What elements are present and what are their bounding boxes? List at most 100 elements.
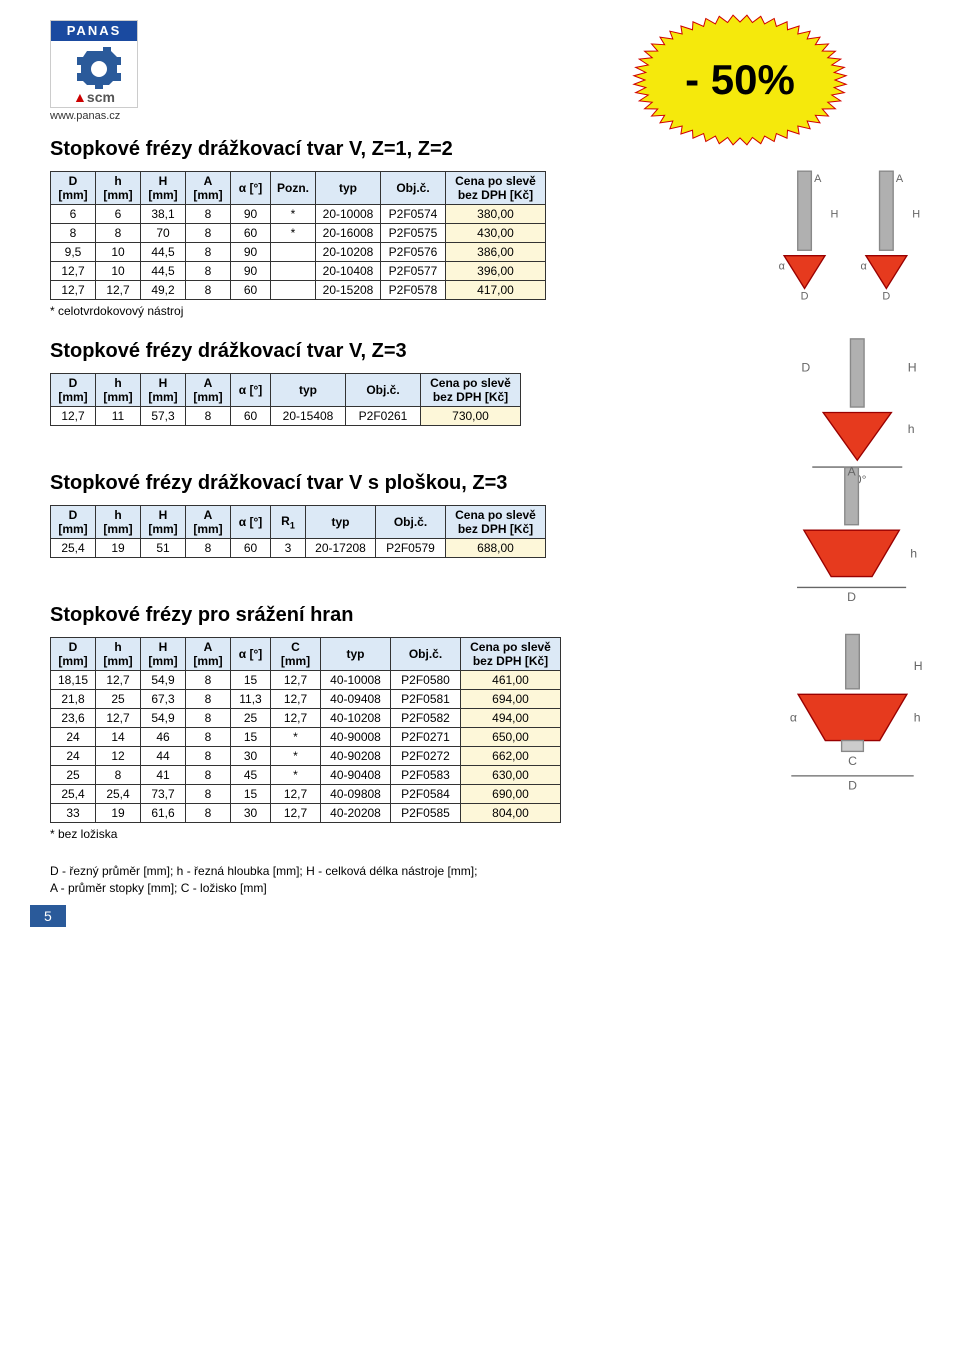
table-cell: 61,6 — [141, 804, 186, 823]
svg-text:α: α — [860, 260, 866, 272]
table-cell: 8 — [186, 728, 231, 747]
table-cell: 15 — [231, 671, 271, 690]
table-row: 9,51044,589020-10208P2F0576386,00 — [51, 243, 546, 262]
table-cell: 694,00 — [461, 690, 561, 709]
table-cell: 8 — [186, 690, 231, 709]
spec-table: D[mm]h[mm]H[mm]A[mm]α [°]C [mm]typObj.č.… — [50, 637, 561, 823]
spec-table: D[mm]h[mm]H[mm]A[mm]α [°]Pozn.typObj.č.C… — [50, 171, 546, 300]
table-cell: 40-20208 — [321, 804, 391, 823]
table-cell: 12,7 — [96, 281, 141, 300]
table-cell: 11,3 — [231, 690, 271, 709]
column-header: Cena po slevěbez DPH [Kč] — [421, 374, 521, 407]
table-cell: 8 — [186, 804, 231, 823]
svg-text:α: α — [790, 710, 797, 724]
table-cell: 45 — [231, 766, 271, 785]
product-section: Stopkové frézy drážkovací tvar V s plošk… — [50, 472, 910, 584]
table-cell: 24 — [51, 728, 96, 747]
table-cell: 12,7 — [271, 690, 321, 709]
svg-text:h: h — [910, 546, 917, 560]
table-cell: 40-10208 — [321, 709, 391, 728]
column-header: A[mm] — [186, 506, 231, 539]
table-cell: 49,2 — [141, 281, 186, 300]
table-cell: 25 — [231, 709, 271, 728]
table-cell: 20-10008 — [316, 205, 381, 224]
section-heading: Stopkové frézy pro srážení hran — [50, 604, 910, 627]
table-cell: 20-16008 — [316, 224, 381, 243]
column-header: α [°] — [231, 172, 271, 205]
table-cell: 60 — [231, 281, 271, 300]
section-heading: Stopkové frézy drážkovací tvar V, Z=1, Z… — [50, 138, 910, 161]
table-cell: 73,7 — [141, 785, 186, 804]
column-header: h[mm] — [96, 374, 141, 407]
svg-text:H: H — [908, 361, 917, 375]
column-header: D[mm] — [51, 638, 96, 671]
table-cell: P2F0580 — [391, 671, 461, 690]
table-cell: 44,5 — [141, 243, 186, 262]
table-cell: 12 — [96, 747, 141, 766]
table-cell: 44,5 — [141, 262, 186, 281]
table-row: 12,71044,589020-10408P2F0577396,00 — [51, 262, 546, 281]
table-cell: 494,00 — [461, 709, 561, 728]
table-cell: 90 — [231, 205, 271, 224]
spec-table: D[mm]h[mm]H[mm]A[mm]α [°]R1typObj.č.Cena… — [50, 505, 546, 558]
table-row: 12,712,749,286020-15208P2F0578417,00 — [51, 281, 546, 300]
table-cell: 46 — [141, 728, 186, 747]
table-cell: 12,7 — [271, 804, 321, 823]
table-cell: 70 — [141, 224, 186, 243]
column-header: Cena po slevěbez DPH [Kč] — [446, 506, 546, 539]
table-row: 23,612,754,982512,740-10208P2F0582494,00 — [51, 709, 561, 728]
column-header: Cena po slevěbez DPH [Kč] — [461, 638, 561, 671]
table-cell: 10 — [96, 243, 141, 262]
table-cell: 21,8 — [51, 690, 96, 709]
table-cell: 19 — [96, 804, 141, 823]
table-cell: 33 — [51, 804, 96, 823]
table-cell: 24 — [51, 747, 96, 766]
svg-text:H: H — [830, 209, 838, 221]
table-cell: 804,00 — [461, 804, 561, 823]
tool-diagram: D H α D H α A A — [770, 163, 940, 318]
column-header: C [mm] — [271, 638, 321, 671]
table-cell: 60 — [231, 407, 271, 426]
table-row: 25,425,473,781512,740-09808P2F0584690,00 — [51, 785, 561, 804]
table-cell: 8 — [186, 766, 231, 785]
table-cell: 67,3 — [141, 690, 186, 709]
svg-text:D: D — [801, 361, 810, 375]
table-cell: 25,4 — [51, 785, 96, 804]
table-cell — [271, 262, 316, 281]
column-header: Obj.č. — [376, 506, 446, 539]
column-header: A[mm] — [186, 172, 231, 205]
product-section: Stopkové frézy drážkovací tvar V, Z=3D[m… — [50, 340, 910, 452]
table-cell: 380,00 — [446, 205, 546, 224]
tool-diagram: C α H h D — [770, 629, 935, 804]
table-cell: * — [271, 766, 321, 785]
table-cell: 20-15208 — [316, 281, 381, 300]
column-header: A[mm] — [186, 638, 231, 671]
table-row: 25,41951860320-17208P2F0579688,00 — [51, 539, 546, 558]
table-cell: 90 — [231, 262, 271, 281]
column-header: Obj.č. — [391, 638, 461, 671]
svg-text:H: H — [912, 209, 920, 221]
table-row: 25841845*40-90408P2F0583630,00 — [51, 766, 561, 785]
table-cell: 688,00 — [446, 539, 546, 558]
table-cell: 30 — [231, 747, 271, 766]
table-cell: P2F0577 — [381, 262, 446, 281]
product-section: Stopkové frézy pro srážení hran D[mm]h[mm… — [50, 604, 910, 841]
svg-text:C: C — [848, 754, 857, 768]
table-cell: 630,00 — [461, 766, 561, 785]
table-cell: 38,1 — [141, 205, 186, 224]
table-cell: 51 — [141, 539, 186, 558]
table-cell: 41 — [141, 766, 186, 785]
table-cell: 30 — [231, 804, 271, 823]
logo-gear-icon — [59, 43, 131, 91]
table-cell: 90 — [231, 243, 271, 262]
table-cell: P2F0583 — [391, 766, 461, 785]
table-cell: * — [271, 205, 316, 224]
table-cell: 8 — [186, 747, 231, 766]
table-cell: 15 — [231, 728, 271, 747]
table-cell: 60 — [231, 539, 271, 558]
table-row: 6638,1890*20-10008P2F0574380,00 — [51, 205, 546, 224]
page-number: 5 — [30, 905, 66, 927]
discount-badge: - 50% — [630, 10, 850, 150]
table-cell: 9,5 — [51, 243, 96, 262]
table-cell: 8 — [96, 766, 141, 785]
